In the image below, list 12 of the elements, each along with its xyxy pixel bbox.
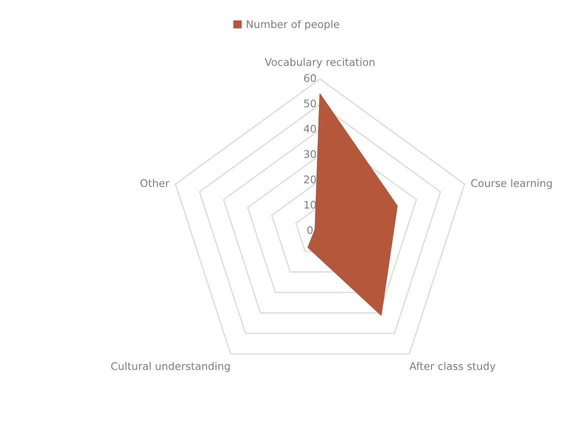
legend-label: Number of people bbox=[246, 20, 340, 30]
spoke-label: Vocabulary recitation bbox=[264, 58, 374, 68]
spoke-label: Cultural understanding bbox=[111, 362, 230, 372]
y-tick-label: 30 bbox=[304, 150, 316, 158]
y-tick-label: 40 bbox=[304, 124, 316, 133]
y-tick-label: 0 bbox=[307, 226, 313, 234]
spoke-label: Other bbox=[140, 178, 170, 188]
y-tick-label: 60 bbox=[304, 74, 316, 82]
spoke-label: Course learning bbox=[471, 178, 552, 190]
y-tick-label: 50 bbox=[304, 99, 316, 108]
spoke-label: After class study bbox=[409, 362, 496, 372]
y-tick-label: 20 bbox=[304, 175, 316, 184]
